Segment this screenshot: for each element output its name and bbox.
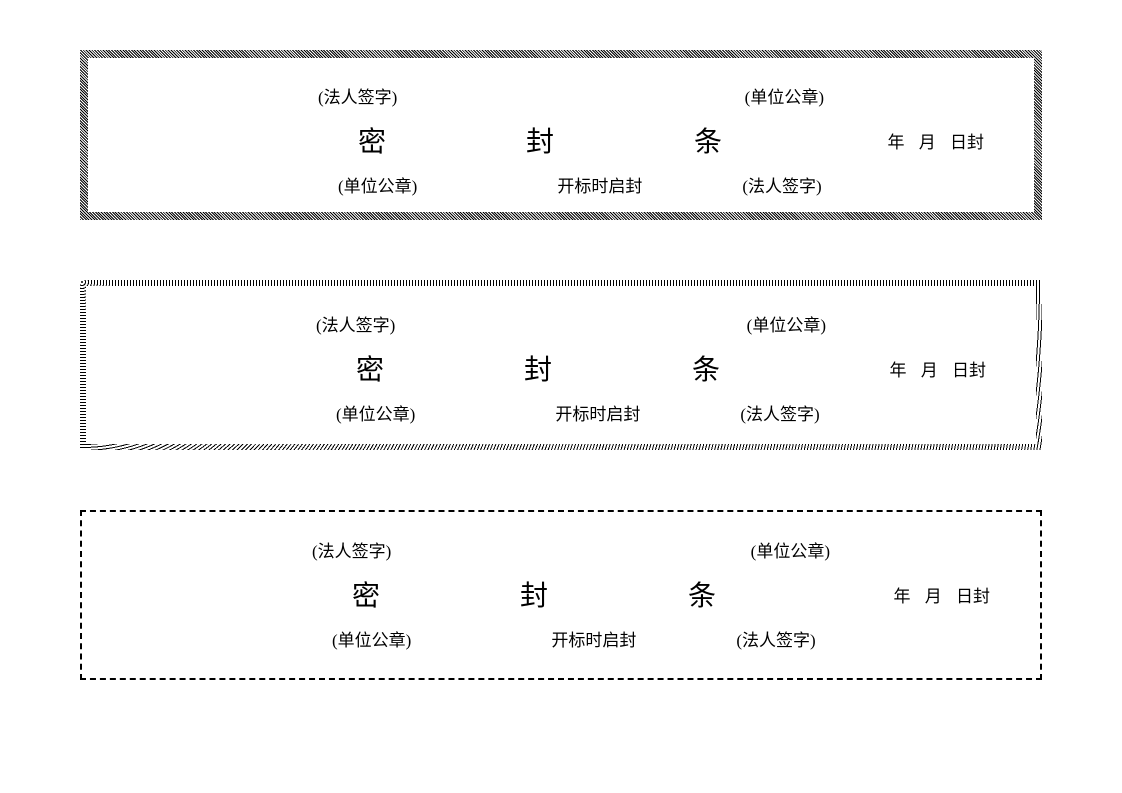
- top-right-label: (单位公章): [747, 311, 826, 336]
- date-section: 年 月 日封: [878, 128, 985, 153]
- bottom-left-label: (单位公章): [336, 400, 415, 425]
- month-label: 月: [919, 133, 936, 152]
- title-char-2: 封: [520, 574, 548, 614]
- title-char-3: 条: [688, 574, 716, 614]
- seal-strip-3: (法人签字) (单位公章) 密 封 条 年 月 日封 (单位公章) 开标时启封 …: [80, 510, 1042, 680]
- date-section: 年 月 日封: [884, 582, 991, 607]
- top-left-label: (法人签字): [312, 537, 391, 562]
- bottom-row: (单位公章) 开标时启封 (法人签字): [116, 400, 1006, 425]
- top-right-label: (单位公章): [745, 83, 824, 108]
- top-left-label: (法人签字): [318, 83, 397, 108]
- year-label: 年: [894, 587, 911, 606]
- top-right-label: (单位公章): [751, 537, 830, 562]
- top-row: (法人签字) (单位公章): [112, 537, 1010, 562]
- title-char-1: 密: [358, 120, 386, 160]
- year-label: 年: [890, 361, 907, 380]
- top-row: (法人签字) (单位公章): [118, 83, 1004, 108]
- bottom-right-label: (法人签字): [740, 400, 819, 425]
- top-row: (法人签字) (单位公章): [116, 311, 1006, 336]
- bottom-left-label: (单位公章): [332, 626, 411, 651]
- year-label: 年: [888, 133, 905, 152]
- top-left-label: (法人签字): [316, 311, 395, 336]
- title-char-1: 密: [356, 348, 384, 388]
- seal-strip-1: (法人签字) (单位公章) 密 封 条 年 月 日封 (单位公章) 开标时启封 …: [80, 50, 1042, 220]
- day-seal-label: 日封: [950, 133, 984, 152]
- month-label: 月: [921, 361, 938, 380]
- title-char-1: 密: [352, 574, 380, 614]
- day-seal-label: 日封: [956, 587, 990, 606]
- bottom-center-label: 开标时启封: [557, 172, 642, 197]
- seal-strip-2: (法人签字) (单位公章) 密 封 条 年 月 日封 (单位公章) 开标时启封 …: [80, 280, 1042, 450]
- bottom-right-label: (法人签字): [736, 626, 815, 651]
- day-seal-label: 日封: [952, 361, 986, 380]
- bottom-left-label: (单位公章): [338, 172, 417, 197]
- title-row: 密 封 条 年 月 日封: [116, 348, 1006, 388]
- bottom-row: (单位公章) 开标时启封 (法人签字): [112, 626, 1010, 651]
- title-row: 密 封 条 年 月 日封: [112, 574, 1010, 614]
- date-section: 年 月 日封: [880, 356, 987, 381]
- title-row: 密 封 条 年 月 日封: [118, 120, 1004, 160]
- title-char-3: 条: [694, 120, 722, 160]
- title-char-3: 条: [692, 348, 720, 388]
- bottom-center-label: 开标时启封: [555, 400, 640, 425]
- month-label: 月: [925, 587, 942, 606]
- bottom-row: (单位公章) 开标时启封 (法人签字): [118, 172, 1004, 197]
- bottom-right-label: (法人签字): [742, 172, 821, 197]
- title-char-2: 封: [524, 348, 552, 388]
- title-char-2: 封: [526, 120, 554, 160]
- bottom-center-label: 开标时启封: [551, 626, 636, 651]
